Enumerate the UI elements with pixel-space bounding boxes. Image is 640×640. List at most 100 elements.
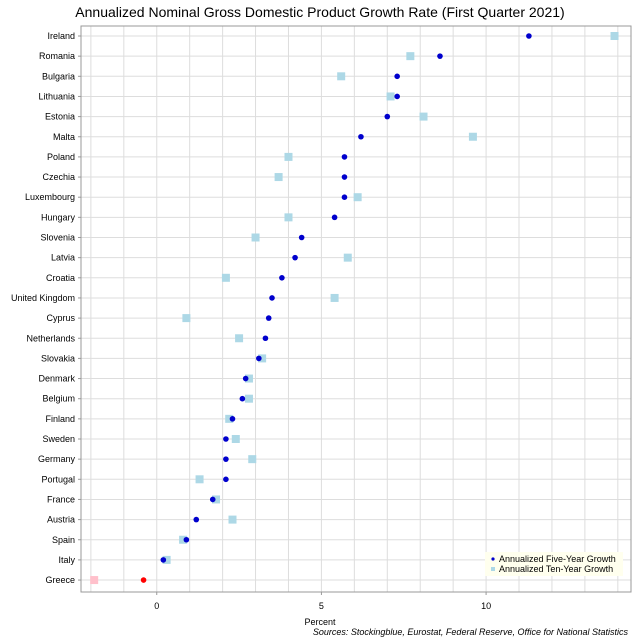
ten-year-point (162, 555, 171, 564)
y-tick-label: Estonia (45, 112, 75, 122)
y-tick-label: Germany (38, 454, 76, 464)
ten-year-point (258, 354, 267, 363)
ten-year-point (274, 173, 283, 182)
y-tick-label: Malta (53, 132, 75, 142)
y-tick-labels: Ireland Romania Bulgaria Lithuania Estonia Ma… (11, 31, 81, 585)
y-tick-label: Bulgaria (42, 71, 75, 81)
legend-box (485, 552, 623, 576)
y-tick-label: Ireland (47, 31, 75, 41)
y-tick-label: Croatia (46, 273, 75, 283)
y-tick-label: Spain (52, 535, 75, 545)
ten-year-point (231, 435, 240, 443)
legend-marker-five-year (491, 557, 495, 561)
y-tick-label: Lithuania (38, 91, 75, 101)
ten-year-point (468, 132, 477, 141)
y-tick-label: Slovenia (40, 233, 75, 243)
ten-year-point (235, 334, 244, 343)
five-year-point (239, 395, 246, 402)
five-year-point (265, 315, 272, 321)
y-tick-label: Portugal (41, 474, 75, 484)
ten-year-point (244, 394, 253, 403)
ten-year-point (284, 152, 293, 161)
five-year-point (298, 234, 305, 241)
y-tick-label: Italy (58, 555, 75, 565)
five-year-point (358, 133, 364, 140)
grid-lines (81, 26, 631, 592)
five-year-point (223, 476, 229, 483)
y-tick-label: Greece (45, 575, 75, 585)
y-tick-label: Sweden (42, 434, 75, 444)
ten-year-point (353, 193, 362, 202)
y-tick-label: Hungary (41, 212, 76, 222)
ten-year-point (221, 273, 230, 282)
ten-year-point (284, 213, 293, 222)
five-year-point (140, 577, 147, 583)
five-year-point (341, 174, 348, 180)
y-tick-label: Austria (47, 515, 75, 525)
x-tick-labels: 0 5 10 (154, 592, 491, 611)
ten-year-series (90, 32, 619, 585)
x-tick-label: 10 (481, 601, 491, 611)
legend-label-ten-year: Annualized Ten-Year Growth (499, 564, 613, 574)
legend-label-five-year: Annualized Five-Year Growth (499, 554, 616, 564)
five-year-point (262, 335, 269, 342)
ten-year-point (182, 314, 191, 323)
ten-year-point (386, 92, 395, 101)
y-tick-label: Luxembourg (25, 192, 75, 202)
ten-year-point (610, 32, 619, 40)
ten-year-point (406, 52, 415, 61)
y-tick-label: Slovakia (41, 353, 75, 363)
ten-year-point (179, 535, 188, 544)
x-tick-label: 0 (154, 601, 159, 611)
legend-marker-ten-year (491, 567, 495, 571)
plot-frame (80, 25, 632, 593)
five-year-point (341, 194, 348, 200)
five-year-point (209, 496, 216, 503)
five-year-point (242, 375, 249, 382)
y-tick-label: France (47, 494, 75, 504)
five-year-point (160, 557, 167, 563)
ten-year-point (244, 374, 253, 383)
ten-year-point (228, 515, 237, 524)
five-year-point (331, 214, 338, 221)
five-year-point (292, 254, 298, 261)
five-year-point (279, 275, 285, 281)
ten-year-point (330, 293, 339, 302)
five-year-point (526, 33, 532, 39)
five-year-point (437, 53, 443, 59)
ten-year-point (225, 414, 234, 423)
x-axis-label: Percent (304, 617, 336, 627)
ten-year-point (337, 72, 346, 81)
x-tick-label: 5 (319, 601, 324, 611)
five-year-point (341, 154, 348, 160)
ten-year-point (248, 455, 257, 464)
five-year-point (229, 416, 236, 422)
y-tick-label: Poland (47, 152, 75, 162)
ten-year-point (419, 112, 428, 121)
five-year-point (394, 93, 400, 100)
chart-title: Annualized Nominal Gross Domestic Produc… (75, 4, 564, 20)
y-tick-label: Denmark (38, 374, 75, 384)
ten-year-point (90, 576, 99, 585)
legend: Annualized Five-Year Growth Annualized T… (485, 552, 623, 576)
five-year-point (223, 436, 229, 442)
five-year-point (394, 73, 400, 80)
five-year-series (140, 33, 532, 583)
ten-year-point (212, 495, 221, 504)
five-year-point (384, 113, 391, 120)
y-tick-label: Finland (45, 414, 75, 424)
five-year-point (223, 456, 229, 462)
y-tick-label: United Kingdom (11, 293, 75, 303)
y-tick-label: Latvia (51, 253, 75, 263)
five-year-point (193, 516, 200, 523)
five-year-point (269, 295, 275, 301)
ten-year-point (195, 475, 204, 484)
y-tick-label: Cyprus (46, 313, 75, 323)
y-tick-label: Czechia (42, 172, 75, 182)
five-year-point (183, 536, 190, 543)
ten-year-point (343, 253, 352, 262)
five-year-point (256, 355, 262, 362)
source-note: Sources: Stockingblue, Eurostat, Federal… (313, 627, 629, 637)
y-tick-label: Romania (39, 51, 75, 61)
